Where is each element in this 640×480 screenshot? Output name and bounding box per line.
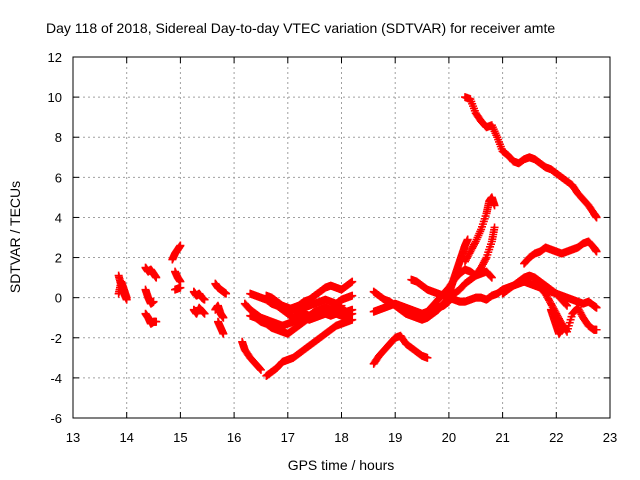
series-track-06: [168, 241, 185, 264]
series-track-18: [246, 303, 357, 338]
data-point: [219, 313, 228, 322]
data-point: [563, 301, 572, 310]
series-track-28: [461, 93, 518, 166]
series-track-20: [262, 291, 357, 314]
data-point: [348, 277, 357, 286]
data-point: [592, 303, 601, 312]
data-point: [490, 201, 499, 210]
x-tick-label: 22: [549, 430, 563, 445]
data-point: [256, 365, 265, 374]
chart-title: Day 118 of 2018, Sidereal Day-to-day VTE…: [46, 20, 555, 36]
series-track-05: [141, 309, 161, 328]
y-tick-label: 4: [55, 210, 62, 225]
y-tick-label: 0: [55, 291, 62, 306]
grid-lines: [73, 57, 610, 418]
series-track-29: [509, 153, 601, 222]
series-track-04: [141, 285, 158, 308]
data-point: [490, 223, 499, 232]
y-axis-label: SDTVAR / TECUs: [7, 181, 23, 293]
y-tick-label: -4: [50, 371, 62, 386]
data-point: [481, 255, 490, 264]
data-point: [423, 353, 432, 362]
data-point: [152, 273, 161, 282]
axis-ticks: 13 14 15 16 17 18 19 20 21 22 23 -6 -4 -2 0 2 4 6 8 10 12: [48, 50, 618, 445]
series-track-14: [238, 337, 265, 374]
data-markers: [114, 93, 601, 380]
x-tick-label: 15: [173, 430, 187, 445]
x-tick-label: 18: [334, 430, 348, 445]
y-tick-label: -2: [50, 331, 62, 346]
series-track-11: [211, 279, 231, 298]
x-tick-label: 20: [442, 430, 456, 445]
data-point: [487, 273, 496, 282]
series-track-03: [141, 263, 161, 282]
data-point: [486, 272, 495, 281]
series-track-07: [171, 267, 185, 286]
series-track-09: [189, 287, 209, 304]
x-tick-label: 23: [603, 430, 617, 445]
x-tick-label: 14: [119, 430, 133, 445]
y-tick-label: 8: [55, 130, 62, 145]
series-track-08: [171, 283, 185, 294]
data-point: [222, 289, 231, 298]
data-point: [562, 300, 571, 309]
data-point: [592, 247, 601, 256]
series-track-31: [498, 271, 572, 310]
series-track-21: [369, 331, 432, 368]
series-track-26: [444, 235, 472, 298]
data-point: [470, 239, 479, 248]
x-tick-label: 21: [495, 430, 509, 445]
y-tick-label: 12: [48, 50, 62, 65]
series-track-13: [213, 317, 228, 338]
data-point: [348, 291, 357, 300]
data-point: [592, 213, 601, 222]
data-point: [176, 241, 185, 250]
y-tick-label: 2: [55, 251, 62, 266]
series-track-23: [369, 297, 453, 318]
series-track-12: [211, 301, 228, 322]
data-point: [200, 309, 209, 318]
data-point: [219, 329, 228, 338]
data-point: [463, 235, 472, 244]
series-track-10: [189, 303, 209, 318]
data-point: [199, 308, 208, 317]
y-tick-label: 6: [55, 170, 62, 185]
data-point: [176, 283, 185, 292]
data-point: [152, 317, 161, 326]
data-point: [200, 295, 209, 304]
x-tick-label: 16: [227, 430, 241, 445]
data-point: [348, 305, 357, 314]
series-track-27: [461, 193, 499, 266]
data-point: [592, 325, 601, 334]
data-point: [557, 325, 566, 334]
series-track-34: [546, 305, 566, 338]
data-point: [256, 364, 265, 373]
x-axis-label: GPS time / hours: [288, 457, 395, 473]
y-tick-label: 10: [48, 90, 62, 105]
x-tick-label: 19: [388, 430, 402, 445]
y-tick-label: -6: [50, 411, 62, 426]
series-track-02: [114, 277, 131, 302]
x-tick-label: 13: [66, 430, 80, 445]
x-tick-label: 17: [281, 430, 295, 445]
data-point: [122, 293, 131, 302]
data-point: [149, 297, 158, 306]
series-track-32: [520, 237, 601, 268]
